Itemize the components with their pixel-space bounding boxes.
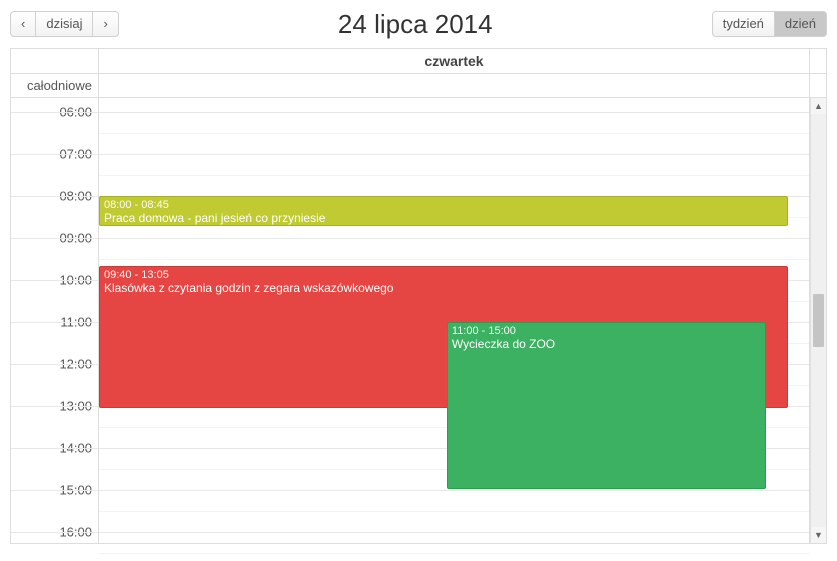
halfhour-gridline	[99, 175, 809, 176]
hour-gridline	[99, 238, 809, 239]
allday-cell[interactable]	[99, 74, 810, 97]
scrollbar[interactable]: ▲ ▼	[810, 98, 826, 543]
week-view-button[interactable]: tydzień	[712, 11, 775, 37]
hour-gridline	[11, 322, 98, 323]
hour-gridline	[99, 490, 809, 491]
event-title: Praca domowa - pani jesień co przyniesie	[104, 211, 783, 225]
hour-gridline	[11, 448, 98, 449]
page-title: 24 lipca 2014	[119, 9, 712, 40]
hour-gridline	[11, 406, 98, 407]
halfhour-gridline	[99, 553, 809, 554]
event-title: Wycieczka do ZOO	[452, 337, 762, 351]
chevron-left-icon: ‹	[21, 16, 25, 31]
day-header: czwartek	[99, 49, 810, 73]
prev-button[interactable]: ‹	[10, 11, 36, 37]
hour-gridline	[99, 532, 809, 533]
day-grid[interactable]: 08:00 - 08:45Praca domowa - pani jesień …	[99, 98, 810, 543]
toolbar: ‹ dzisiaj › 24 lipca 2014 tydzień dzień	[0, 0, 837, 48]
scroll-down-icon[interactable]: ▼	[811, 527, 826, 543]
calendar-header-row: czwartek	[11, 49, 826, 74]
day-view-button[interactable]: dzień	[775, 11, 827, 37]
hour-gridline	[11, 532, 98, 533]
halfhour-gridline	[99, 259, 809, 260]
allday-label: całodniowe	[11, 74, 99, 97]
hour-gridline	[11, 238, 98, 239]
hour-gridline	[11, 154, 98, 155]
next-button[interactable]: ›	[93, 11, 118, 37]
hour-gridline	[99, 112, 809, 113]
allday-row: całodniowe	[11, 74, 826, 98]
hour-gridline	[11, 364, 98, 365]
hour-gridline	[11, 280, 98, 281]
event-time: 09:40 - 13:05	[104, 269, 783, 281]
scroll-thumb[interactable]	[813, 294, 824, 347]
event-time: 08:00 - 08:45	[104, 199, 783, 211]
calendar-event[interactable]: 11:00 - 15:00Wycieczka do ZOO	[447, 322, 767, 489]
calendar-event[interactable]: 08:00 - 08:45Praca domowa - pani jesień …	[99, 196, 788, 227]
calendar-body: 06:0007:0008:0009:0010:0011:0012:0013:00…	[11, 98, 826, 543]
halfhour-gridline	[99, 511, 809, 512]
scroll-gutter	[810, 49, 826, 73]
hour-gridline	[99, 154, 809, 155]
halfhour-gridline	[99, 133, 809, 134]
hour-gridline	[11, 112, 98, 113]
nav-button-group: ‹ dzisiaj ›	[10, 11, 119, 37]
view-button-group: tydzień dzień	[712, 11, 827, 37]
scroll-up-icon[interactable]: ▲	[811, 98, 826, 114]
hour-gridline	[11, 490, 98, 491]
scroll-gutter	[810, 74, 826, 97]
time-col-header	[11, 49, 99, 73]
event-time: 11:00 - 15:00	[452, 325, 762, 337]
calendar: czwartek całodniowe 06:0007:0008:0009:00…	[10, 48, 827, 544]
today-button[interactable]: dzisiaj	[36, 11, 93, 37]
event-title: Klasówka z czytania godzin z zegara wska…	[104, 281, 783, 295]
chevron-right-icon: ›	[103, 16, 107, 31]
time-axis: 06:0007:0008:0009:0010:0011:0012:0013:00…	[11, 98, 99, 543]
hour-gridline	[11, 196, 98, 197]
